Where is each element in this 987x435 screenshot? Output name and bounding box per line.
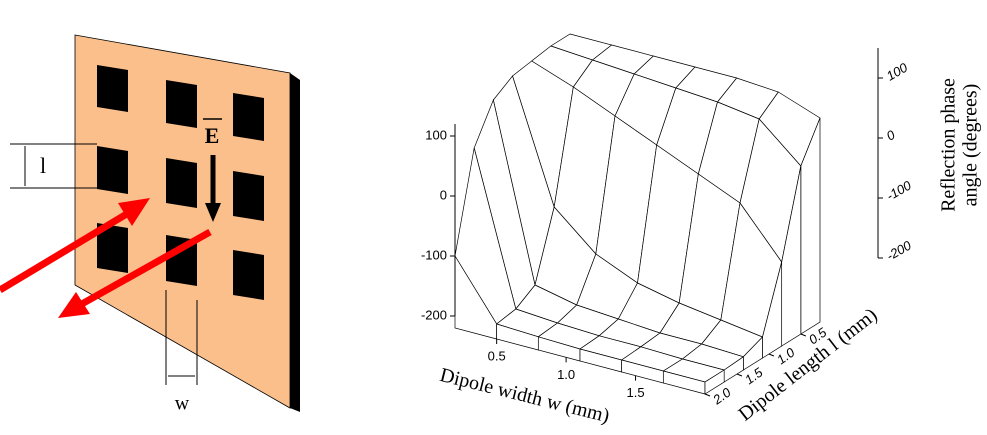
z-tick-label: 0 [440, 187, 447, 202]
y-tick [768, 353, 775, 357]
x-tick-label: 0.5 [488, 348, 506, 363]
incident-wave [0, 208, 132, 294]
width-label: w [175, 393, 190, 415]
dimension-lines [10, 143, 198, 385]
z-tick-label: 100 [884, 59, 911, 83]
z-tick-label: -100 [421, 247, 447, 262]
x-tick-label: 1.5 [627, 385, 645, 400]
surface-plot: 10010000-100-100-200-2000.51.01.50.51.01… [421, 33, 982, 427]
plate-diagram: l w E [0, 34, 300, 415]
incident-arrowhead [118, 198, 150, 226]
field-label: E [205, 123, 220, 148]
z-tick-label: 0 [884, 127, 898, 144]
reflected-arrowhead [58, 292, 90, 318]
z-tick-label: -100 [884, 177, 915, 203]
y-tick [800, 333, 807, 337]
z-tick-label: 100 [425, 127, 447, 142]
z-axis-label: Reflection phase [938, 78, 960, 212]
x-tick-label: 1.0 [557, 367, 575, 382]
z-tick-label: -200 [421, 307, 447, 322]
field-arrowhead [205, 203, 221, 222]
z-axis-label: angle (degrees) [960, 84, 982, 207]
height-label: l [40, 153, 46, 178]
z-tick-label: -200 [884, 237, 915, 263]
y-tick [704, 393, 711, 397]
slots [97, 65, 264, 300]
y-tick [736, 373, 743, 377]
x-axis-label: Dipole width w (mm) [438, 364, 612, 427]
reflected-wave [78, 228, 212, 309]
